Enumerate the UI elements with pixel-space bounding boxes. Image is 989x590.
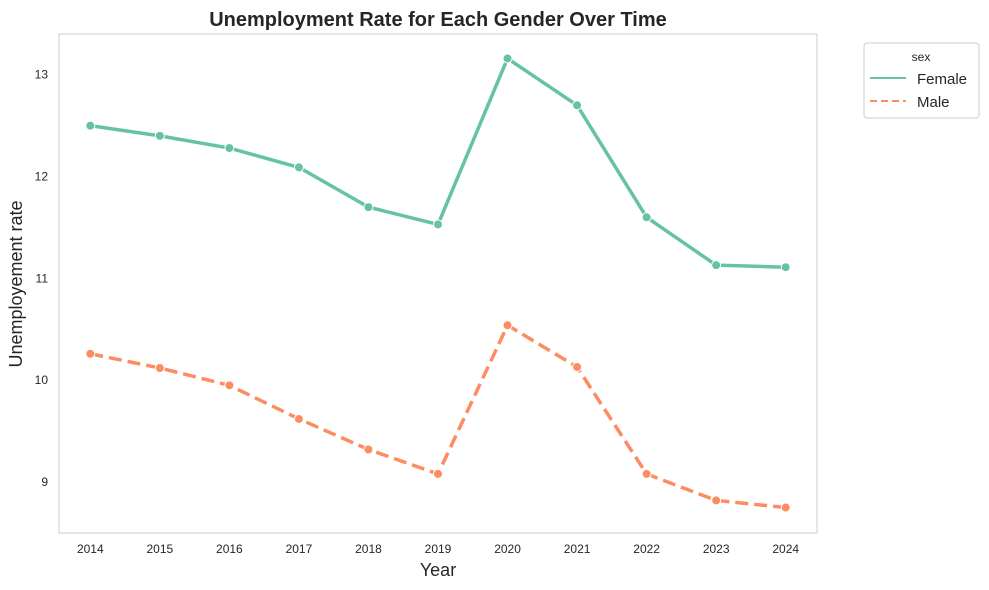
data-point-male — [572, 362, 583, 373]
x-tick-label: 2021 — [564, 542, 591, 556]
x-tick-label: 2015 — [146, 542, 173, 556]
y-tick-label: 9 — [41, 475, 48, 489]
data-point-female — [154, 130, 165, 141]
legend-box — [863, 42, 980, 119]
y-axis-ticks: 9 10 11 12 13 — [35, 68, 49, 489]
data-point-male — [780, 502, 791, 513]
x-tick-label: 2023 — [703, 542, 730, 556]
legend-label-female: Female — [917, 71, 967, 88]
series-layer — [85, 53, 791, 513]
chart-title: Unemployment Rate for Each Gender Over T… — [209, 9, 667, 31]
data-point-male — [154, 363, 165, 374]
data-point-female — [780, 262, 791, 273]
y-tick-label: 12 — [35, 170, 49, 184]
x-tick-label: 2022 — [633, 542, 660, 556]
series-line-female — [90, 56, 786, 269]
data-point-female — [502, 53, 513, 64]
legend-title: sex — [912, 50, 931, 64]
data-point-male — [641, 468, 652, 479]
data-point-male — [85, 348, 96, 359]
x-tick-label: 2019 — [425, 542, 452, 556]
data-point-male — [224, 380, 235, 391]
x-tick-label: 2014 — [77, 542, 104, 556]
data-point-female — [85, 120, 96, 131]
plot-area-frame — [58, 33, 818, 534]
data-point-male — [502, 320, 513, 331]
legend-label-male: Male — [917, 94, 950, 111]
data-point-female — [572, 100, 583, 111]
x-axis-ticks: 2014 2015 2016 2017 2018 2019 2020 2021 2022 2023… — [77, 542, 799, 556]
data-point-female — [711, 260, 722, 271]
data-point-male — [433, 468, 443, 479]
data-point-female — [641, 212, 652, 223]
y-tick-label: 13 — [35, 68, 49, 82]
y-axis-label: Unemployement rate — [6, 200, 26, 367]
data-point-female — [224, 143, 235, 154]
y-tick-label: 11 — [36, 271, 49, 285]
x-axis-label: Year — [420, 560, 456, 580]
data-point-female — [293, 162, 304, 173]
data-point-female — [433, 219, 443, 230]
x-tick-label: 2017 — [286, 542, 313, 556]
x-tick-label: 2016 — [216, 542, 243, 556]
legend: sex Female Male — [863, 42, 980, 119]
y-tick-label: 10 — [35, 373, 49, 387]
x-tick-label: 2018 — [355, 542, 382, 556]
data-point-female — [363, 202, 374, 213]
x-tick-label: 2024 — [772, 542, 799, 556]
data-point-male — [293, 413, 304, 424]
x-tick-label: 2020 — [494, 542, 521, 556]
data-point-male — [711, 495, 722, 506]
data-point-male — [363, 444, 374, 455]
series-line-male — [89, 323, 786, 510]
